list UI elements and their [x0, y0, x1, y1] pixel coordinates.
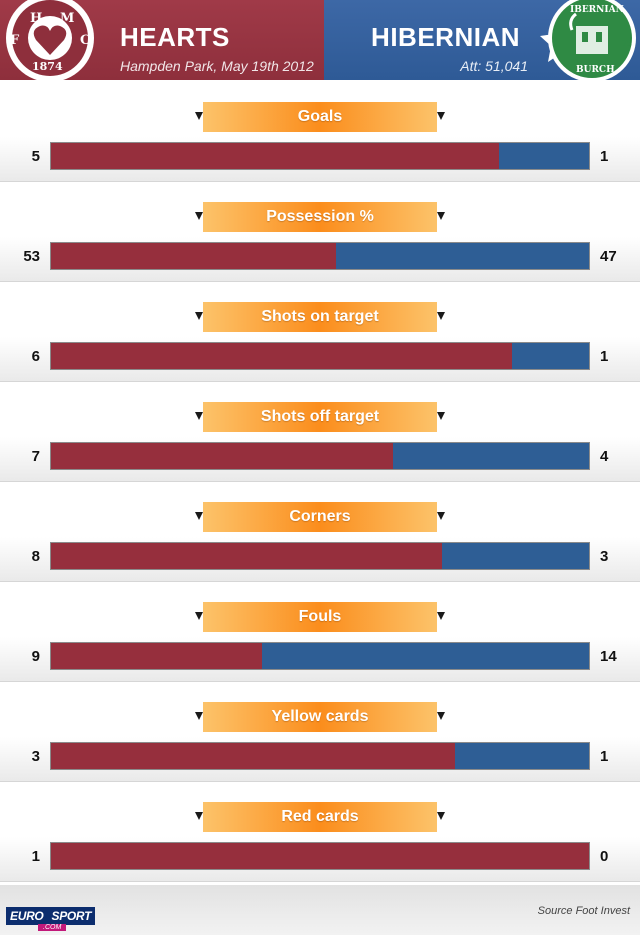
svg-text:BURCH: BURCH [576, 65, 615, 75]
away-bar-segment [512, 343, 589, 369]
away-value: 1 [600, 748, 609, 765]
hearts-crest-icon: H M F C 1874 [6, 0, 94, 80]
stat-bar [50, 742, 590, 770]
stat-label: Goals [203, 102, 437, 132]
away-bar-segment [393, 443, 589, 469]
home-value: 5 [31, 148, 40, 165]
svg-text:M: M [60, 11, 74, 26]
label-notch-right [437, 612, 445, 620]
stat-bar [50, 442, 590, 470]
home-value: 3 [31, 748, 40, 765]
stat-label: Corners [203, 502, 437, 532]
away-value: 14 [600, 648, 617, 665]
stat-label: Shots on target [203, 302, 437, 332]
home-team-name: HEARTS [120, 22, 230, 52]
logo-com: .COM [38, 924, 67, 931]
stat-row: Possession % 53 47 [0, 182, 640, 282]
label-notch-left [195, 412, 203, 420]
away-bar-segment [262, 643, 589, 669]
label-notch-right [437, 712, 445, 720]
label-notch-right [437, 412, 445, 420]
away-value: 47 [600, 248, 617, 265]
away-value: 1 [600, 148, 609, 165]
away-value: 4 [600, 448, 609, 465]
stat-label: Fouls [203, 602, 437, 632]
stat-row: Yellow cards 3 1 [0, 682, 640, 782]
home-bar-segment [51, 143, 499, 169]
label-notch-left [195, 812, 203, 820]
home-value: 8 [31, 548, 40, 565]
svg-text:IBERNIAN: IBERNIAN [570, 5, 624, 15]
logo-euro: EURO [6, 907, 48, 925]
home-bar-segment [51, 543, 442, 569]
away-bar-segment [442, 543, 589, 569]
label-notch-right [437, 812, 445, 820]
match-attendance: Att: 51,041 [460, 58, 528, 74]
svg-text:C: C [80, 33, 90, 48]
home-value: 7 [31, 448, 40, 465]
stat-row: Goals 5 1 [0, 82, 640, 182]
away-value: 1 [600, 348, 609, 365]
home-bar-segment [51, 843, 589, 869]
away-value: 3 [600, 548, 609, 565]
stat-bar [50, 242, 590, 270]
stat-label: Shots off target [203, 402, 437, 432]
label-notch-right [437, 312, 445, 320]
away-bar-segment [336, 243, 589, 269]
label-notch-right [437, 112, 445, 120]
stat-bar [50, 542, 590, 570]
stat-row: Shots off target 7 4 [0, 382, 640, 482]
svg-text:1874: 1874 [32, 60, 63, 73]
eurosport-logo: EURO SPORT .COM [6, 907, 96, 931]
home-bar-segment [51, 743, 455, 769]
label-notch-left [195, 112, 203, 120]
home-value: 6 [31, 348, 40, 365]
footer: EURO SPORT .COM Source Foot Invest [0, 885, 640, 935]
home-bar-segment [51, 643, 262, 669]
label-notch-left [195, 312, 203, 320]
logo-sport: SPORT [47, 907, 96, 925]
away-team-name: HIBERNIAN [371, 22, 520, 52]
source-credit: Source Foot Invest [537, 905, 630, 917]
stat-bar [50, 142, 590, 170]
svg-text:75: 75 [622, 39, 632, 48]
stat-row: Shots on target 6 1 [0, 282, 640, 382]
home-value: 9 [31, 648, 40, 665]
stat-label: Yellow cards [203, 702, 437, 732]
svg-text:F: F [10, 33, 20, 48]
match-venue-date: Hampden Park, May 19th 2012 [120, 58, 314, 74]
stat-bar [50, 342, 590, 370]
away-bar-segment [499, 143, 589, 169]
hibernian-crest-icon: IBERNIAN BURCH 75 [540, 0, 636, 80]
stat-row: Fouls 9 14 [0, 582, 640, 682]
match-header: H M F C 1874 HEARTS Hampden Park, May 19… [0, 0, 640, 80]
stat-bar [50, 642, 590, 670]
label-notch-right [437, 212, 445, 220]
away-bar-segment [455, 743, 589, 769]
label-notch-left [195, 612, 203, 620]
away-value: 0 [600, 848, 609, 865]
home-bar-segment [51, 343, 512, 369]
home-value: 1 [31, 848, 40, 865]
stat-row: Corners 8 3 [0, 482, 640, 582]
label-notch-right [437, 512, 445, 520]
label-notch-left [195, 512, 203, 520]
label-notch-left [195, 212, 203, 220]
stat-row: Red cards 1 0 [0, 782, 640, 882]
home-bar-segment [51, 243, 336, 269]
home-value: 53 [23, 248, 40, 265]
svg-text:H: H [30, 11, 42, 26]
label-notch-left [195, 712, 203, 720]
stat-label: Red cards [203, 802, 437, 832]
stat-bar [50, 842, 590, 870]
home-bar-segment [51, 443, 393, 469]
stat-label: Possession % [203, 202, 437, 232]
